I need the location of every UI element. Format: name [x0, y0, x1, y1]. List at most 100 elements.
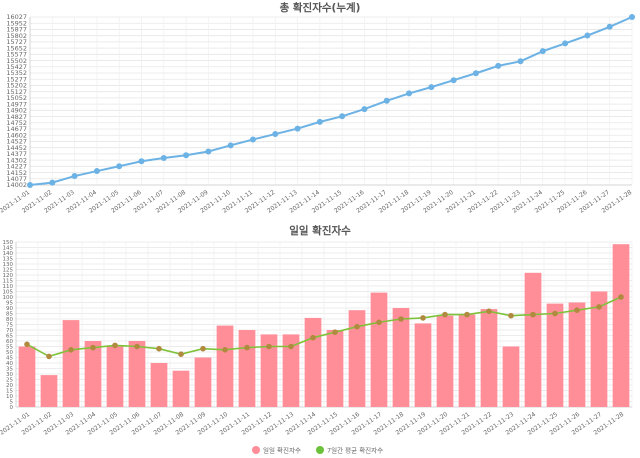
y-tick-label: 90 — [6, 306, 13, 312]
y-tick-label: 15952 — [6, 19, 27, 27]
average-point — [398, 316, 404, 322]
daily-bar — [216, 325, 234, 407]
y-tick-label: 125 — [3, 268, 14, 274]
average-point — [24, 341, 30, 348]
average-point — [266, 343, 272, 350]
y-tick-label: 120 — [3, 273, 14, 279]
data-point — [339, 113, 346, 120]
y-tick-label: 15502 — [6, 57, 27, 65]
y-tick-label: 14752 — [6, 119, 27, 127]
data-point — [361, 106, 368, 113]
daily-bar — [238, 330, 256, 407]
average-point — [332, 329, 338, 335]
y-tick-label: 65 — [6, 334, 13, 340]
average-point — [486, 308, 492, 315]
daily-bar — [502, 346, 520, 407]
average-point — [244, 344, 250, 351]
daily-bar — [392, 308, 410, 407]
y-tick-label: 14302 — [6, 156, 27, 164]
y-tick-label: 15 — [6, 389, 13, 395]
daily-bar — [480, 309, 498, 407]
y-tick-label: 15052 — [6, 94, 27, 102]
daily-bar — [348, 310, 366, 407]
data-point — [249, 136, 256, 143]
y-tick-label: 105 — [3, 290, 14, 296]
average-point — [596, 304, 602, 310]
data-point — [272, 131, 279, 138]
daily-bar — [150, 363, 168, 407]
daily-bar — [546, 303, 564, 407]
daily-bar — [414, 323, 432, 407]
y-tick-label: 15352 — [6, 69, 27, 77]
y-tick-label: 14677 — [6, 125, 27, 133]
average-point — [68, 347, 74, 353]
average-point — [90, 344, 96, 351]
daily-cases-chart: 일일 확진자수 일일 확진자수 7일간 평균 확진자수 051015202530… — [0, 224, 633, 455]
daily-bar — [18, 346, 36, 407]
chart-title: 총 확진자수(누계) — [280, 1, 361, 14]
y-tick-label: 20 — [6, 383, 13, 389]
average-point — [46, 353, 52, 360]
cumulative-cases-chart: 총 확진자수(누계) 14002140771415214227143021437… — [0, 1, 635, 215]
daily-bar — [194, 357, 212, 407]
y-tick-label: 60 — [6, 339, 13, 345]
y-tick-label: 15127 — [6, 88, 27, 96]
y-tick-label: 15877 — [6, 26, 27, 34]
data-point — [517, 58, 524, 65]
average-point — [442, 311, 448, 318]
data-point — [606, 23, 613, 30]
y-tick-label: 15727 — [6, 38, 27, 46]
average-point — [134, 343, 140, 350]
legend-label-daily: 일일 확진자수 — [263, 446, 301, 455]
data-point — [539, 48, 546, 55]
daily-bar — [568, 302, 586, 407]
daily-bar — [524, 272, 542, 407]
average-point — [464, 311, 470, 318]
y-tick-label: 0 — [10, 405, 14, 411]
data-point — [93, 168, 100, 175]
data-point — [562, 40, 569, 47]
average-point — [420, 315, 426, 321]
data-point — [227, 142, 234, 149]
data-point — [160, 154, 167, 161]
daily-bar — [106, 345, 124, 407]
data-point — [383, 97, 390, 104]
y-tick-label: 16027 — [6, 13, 27, 21]
y-tick-label: 80 — [6, 317, 13, 323]
average-point — [508, 312, 514, 319]
y-tick-label: 30 — [6, 372, 13, 378]
data-point — [472, 70, 479, 77]
y-tick-label: 14452 — [6, 144, 27, 152]
y-tick-label: 14602 — [6, 131, 27, 139]
average-point — [288, 343, 294, 350]
y-tick-label: 55 — [6, 345, 13, 351]
data-point — [495, 62, 502, 69]
daily-bar — [326, 330, 344, 407]
daily-bar — [370, 292, 388, 407]
average-line — [26, 296, 622, 358]
daily-bar — [128, 341, 146, 407]
y-tick-label: 14377 — [6, 150, 27, 158]
y-tick-label: 14077 — [6, 175, 27, 183]
y-tick-label: 140 — [3, 251, 14, 257]
data-point — [49, 179, 56, 186]
daily-bar — [84, 341, 102, 407]
y-tick-label: 115 — [3, 279, 14, 285]
data-point — [584, 32, 591, 39]
legend-swatch-daily — [252, 446, 260, 454]
daily-bar — [436, 315, 454, 407]
data-point — [316, 118, 323, 125]
y-tick-label: 135 — [3, 257, 14, 263]
y-tick-label: 15427 — [6, 63, 27, 71]
y-tick-label: 14527 — [6, 138, 27, 146]
y-tick-label: 15802 — [6, 32, 27, 40]
data-point — [406, 90, 413, 97]
y-tick-label: 85 — [6, 312, 13, 318]
legend-swatch-average — [316, 446, 324, 454]
y-tick-label: 15202 — [6, 82, 27, 90]
average-point — [552, 310, 558, 317]
y-tick-label: 40 — [6, 361, 13, 367]
average-point — [376, 319, 382, 326]
y-tick-label: 14152 — [6, 169, 27, 177]
